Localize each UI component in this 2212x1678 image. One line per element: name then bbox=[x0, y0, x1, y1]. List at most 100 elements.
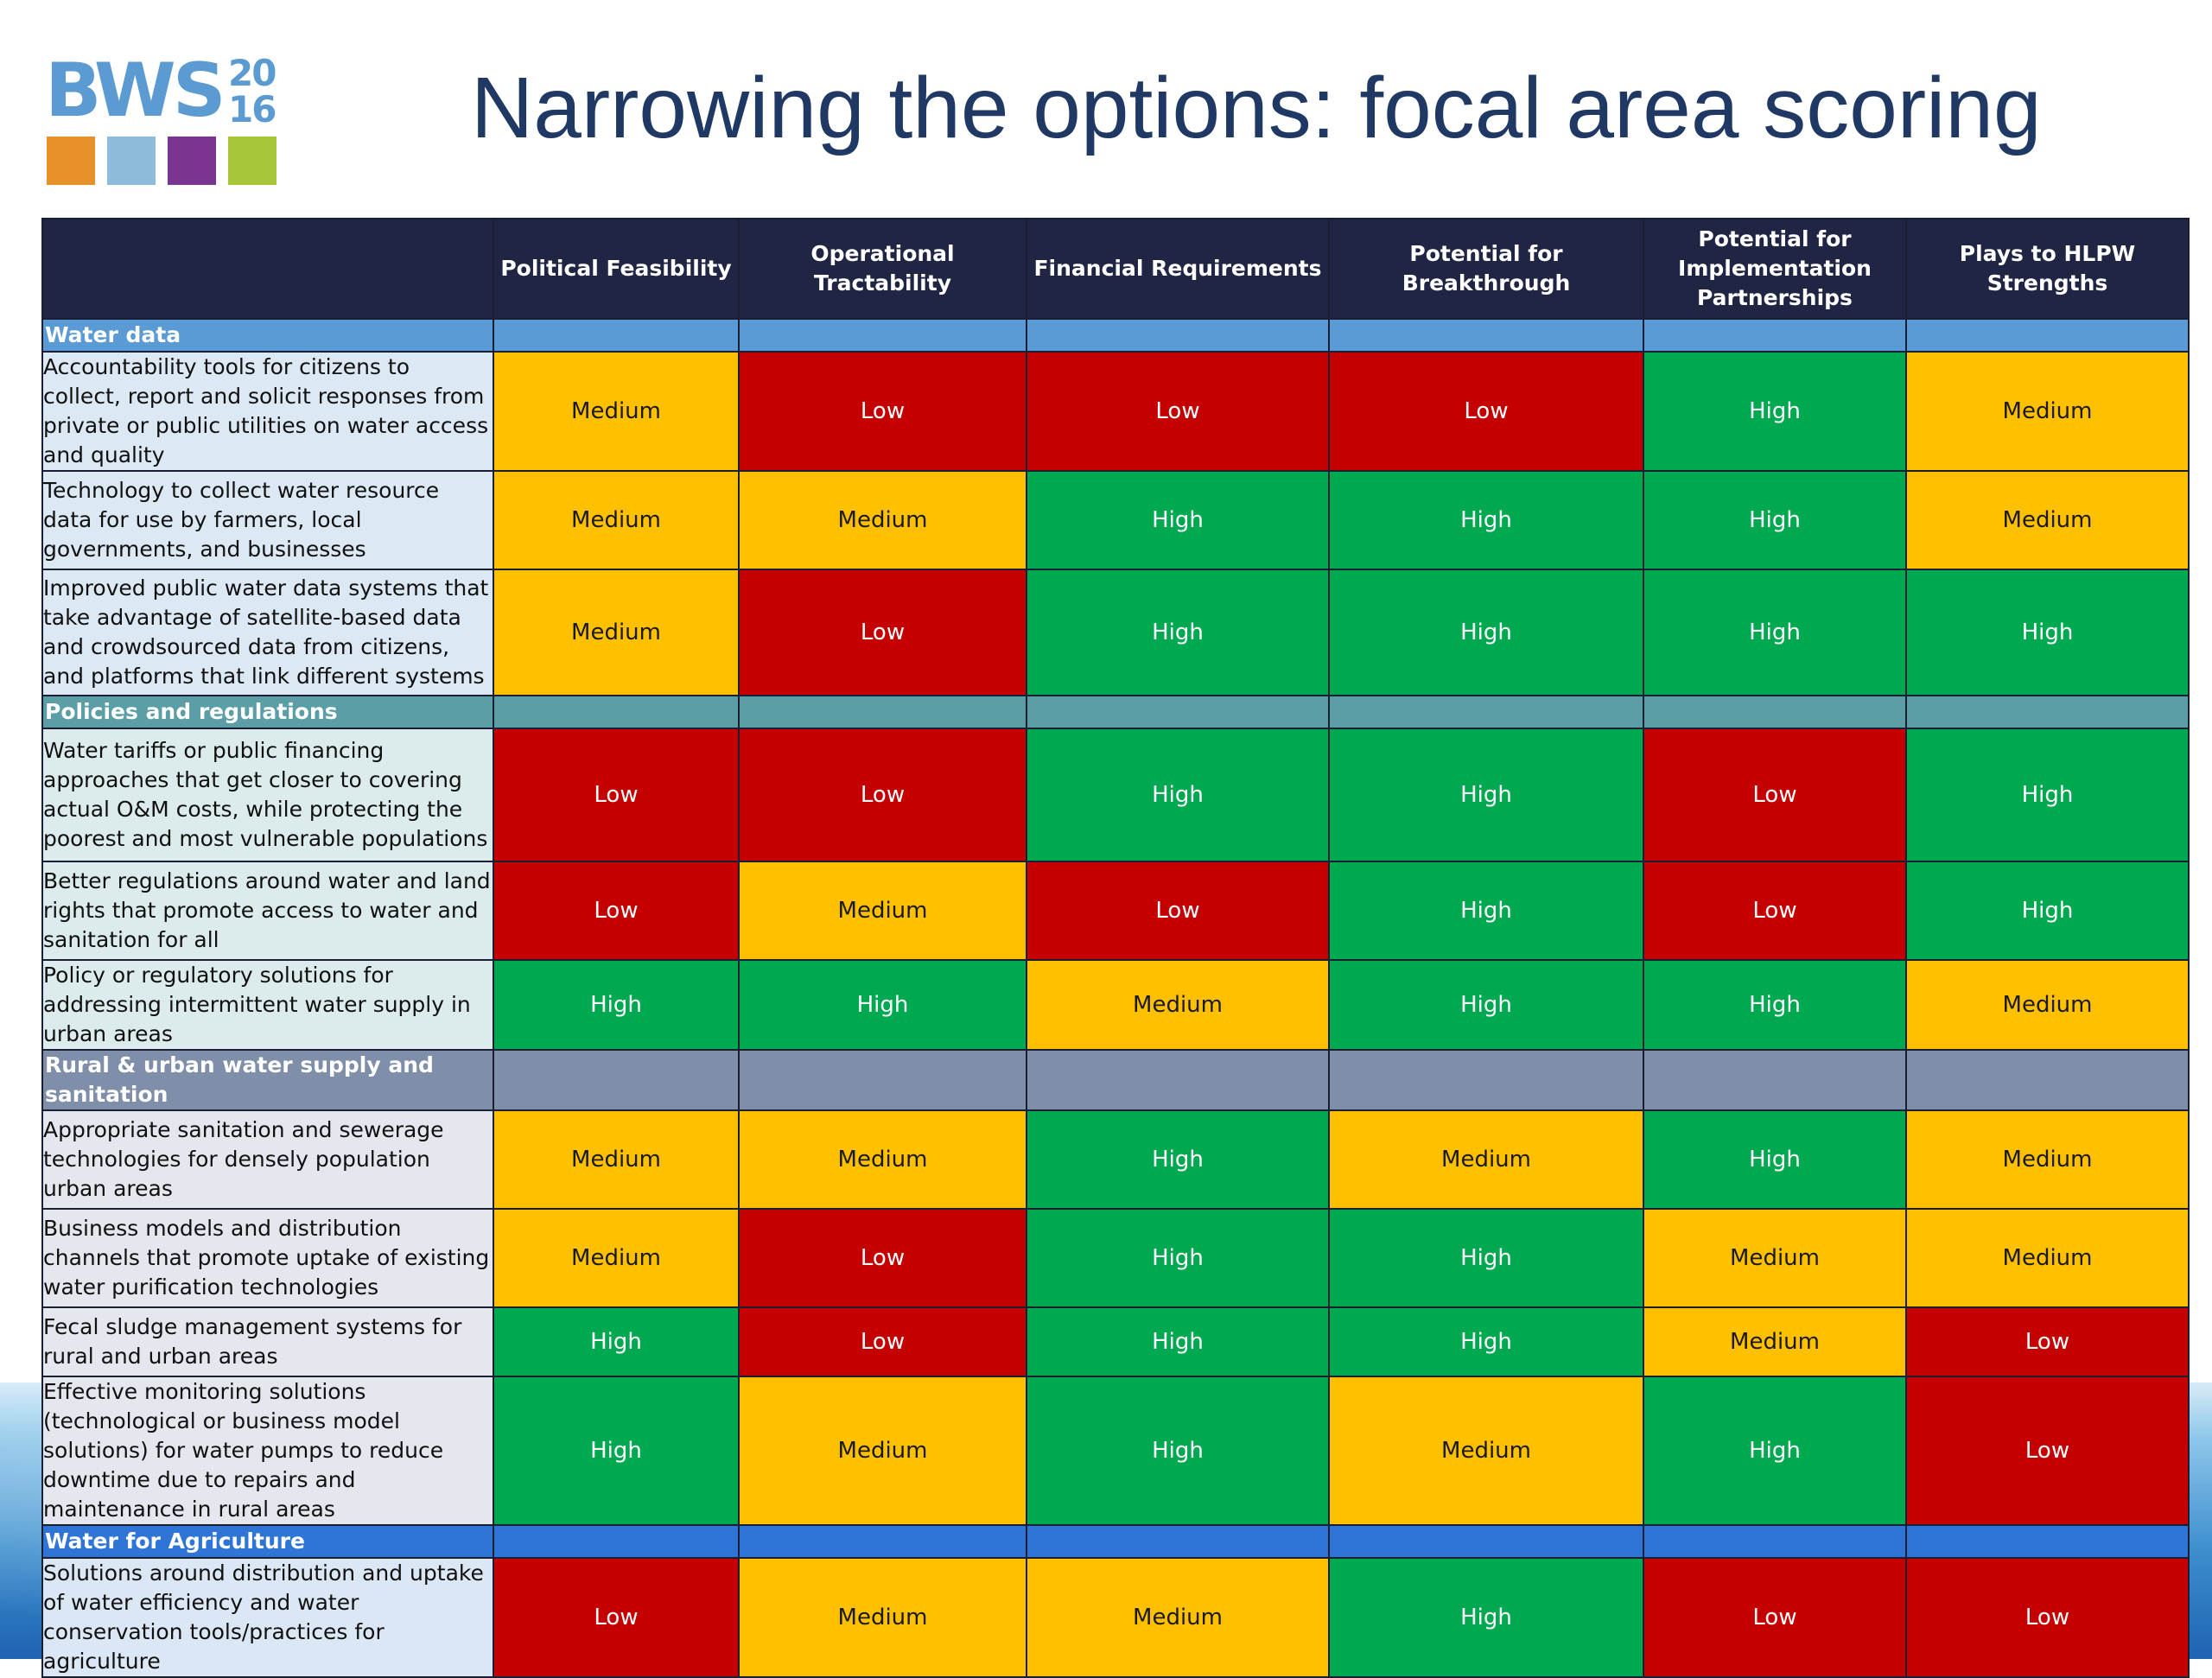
score-cell: Medium bbox=[738, 1109, 1027, 1210]
score-cell: Medium bbox=[1328, 1376, 1644, 1526]
section-row: Policies and regulations bbox=[41, 695, 2190, 729]
section-bar-cell bbox=[1026, 1524, 1330, 1559]
score-cell: High bbox=[1905, 569, 2190, 696]
score-cell: High bbox=[1026, 1208, 1330, 1308]
score-cell: High bbox=[1328, 470, 1644, 570]
row-label: Effective monitoring solutions (technolo… bbox=[41, 1376, 494, 1526]
table-row: Better regulations around water and land… bbox=[41, 861, 2190, 961]
score-cell: Medium bbox=[493, 569, 740, 696]
score-cell: Medium bbox=[738, 861, 1027, 961]
logo-year-bottom: 16 bbox=[228, 88, 276, 130]
score-cell: Low bbox=[1643, 1557, 1907, 1678]
section-bar-cell bbox=[738, 1524, 1027, 1559]
score-cell: Low bbox=[493, 1557, 740, 1678]
score-cell: Medium bbox=[1905, 959, 2190, 1051]
section-bar-cell bbox=[1026, 1049, 1330, 1111]
score-cell: Medium bbox=[1905, 351, 2190, 472]
section-bar-cell bbox=[738, 695, 1027, 729]
score-cell: High bbox=[738, 959, 1027, 1051]
logo-text: BWS bbox=[45, 48, 226, 134]
row-label: Policy or regulatory solutions for addre… bbox=[41, 959, 494, 1051]
score-cell: High bbox=[1026, 1376, 1330, 1526]
section-bar-cell bbox=[1643, 1524, 1907, 1559]
score-cell: Low bbox=[1905, 1376, 2190, 1526]
score-cell: High bbox=[1643, 351, 1907, 472]
score-cell: Low bbox=[1026, 861, 1330, 961]
score-cell: High bbox=[1328, 1557, 1644, 1678]
table-row: Policy or regulatory solutions for addre… bbox=[41, 959, 2190, 1051]
section-bar-cell bbox=[738, 318, 1027, 353]
score-cell: High bbox=[1026, 1306, 1330, 1377]
score-cell: High bbox=[1643, 1376, 1907, 1526]
score-cell: Low bbox=[1643, 861, 1907, 961]
column-header: Potential for Breakthrough bbox=[1328, 218, 1644, 320]
bws-logo: BWS 20 16 bbox=[45, 54, 304, 192]
section-bar-cell bbox=[1643, 1049, 1907, 1111]
score-cell: High bbox=[1328, 1208, 1644, 1308]
section-bar-cell bbox=[493, 1049, 740, 1111]
section-bar-cell bbox=[1026, 318, 1330, 353]
score-cell: High bbox=[1328, 861, 1644, 961]
row-label: Fecal sludge management systems for rura… bbox=[41, 1306, 494, 1377]
section-bar-cell bbox=[493, 1524, 740, 1559]
table-row: Technology to collect water resource dat… bbox=[41, 470, 2190, 570]
logo-square bbox=[228, 137, 276, 185]
logo-square bbox=[107, 137, 156, 185]
score-cell: High bbox=[493, 959, 740, 1051]
table-row: Business models and distribution channel… bbox=[41, 1208, 2190, 1308]
column-header: Plays to HLPW Strengths bbox=[1905, 218, 2190, 320]
section-bar-cell bbox=[1905, 1049, 2190, 1111]
logo-year: 20 16 bbox=[228, 52, 276, 130]
section-bar-cell bbox=[1905, 695, 2190, 729]
table-row: Water tariffs or public financing approa… bbox=[41, 728, 2190, 862]
score-cell: High bbox=[1026, 569, 1330, 696]
score-cell: Medium bbox=[493, 351, 740, 472]
score-cell: Medium bbox=[1026, 959, 1330, 1051]
score-cell: Low bbox=[1905, 1306, 2190, 1377]
score-cell: High bbox=[1643, 569, 1907, 696]
score-cell: High bbox=[1905, 728, 2190, 862]
section-bar-cell bbox=[738, 1049, 1027, 1111]
logo-square bbox=[168, 137, 216, 185]
column-header: Potential for Implementation Partnership… bbox=[1643, 218, 1907, 320]
score-cell: Medium bbox=[493, 1109, 740, 1210]
logo-year-top: 20 bbox=[228, 52, 276, 94]
focal-area-scoring-table: Political Feasibility Operational Tractab… bbox=[41, 218, 2190, 1678]
score-cell: Low bbox=[1905, 1557, 2190, 1678]
score-cell: Low bbox=[493, 861, 740, 961]
section-bar-cell bbox=[1328, 318, 1644, 353]
score-cell: Medium bbox=[1905, 1109, 2190, 1210]
row-label: Better regulations around water and land… bbox=[41, 861, 494, 961]
score-cell: Medium bbox=[1328, 1109, 1644, 1210]
row-label: Technology to collect water resource dat… bbox=[41, 470, 494, 570]
header-row: Political Feasibility Operational Tractab… bbox=[41, 218, 2190, 320]
score-cell: Medium bbox=[738, 1376, 1027, 1526]
section-bar-cell bbox=[1328, 1524, 1644, 1559]
table-row: Accountability tools for citizens to col… bbox=[41, 351, 2190, 472]
score-cell: High bbox=[1643, 470, 1907, 570]
section-bar-cell bbox=[1328, 695, 1644, 729]
header-corner bbox=[41, 218, 494, 320]
score-cell: High bbox=[1328, 569, 1644, 696]
slide-title: Narrowing the options: focal area scorin… bbox=[471, 60, 2042, 156]
score-cell: Low bbox=[738, 569, 1027, 696]
score-cell: High bbox=[493, 1306, 740, 1377]
score-cell: High bbox=[1643, 959, 1907, 1051]
section-bar-cell bbox=[1026, 695, 1330, 729]
score-cell: High bbox=[1643, 1109, 1907, 1210]
section-bar-cell bbox=[1643, 695, 1907, 729]
score-cell: Low bbox=[738, 1306, 1027, 1377]
score-cell: High bbox=[1026, 470, 1330, 570]
score-cell: Low bbox=[738, 1208, 1027, 1308]
section-title: Rural & urban water supply and sanitatio… bbox=[41, 1049, 494, 1111]
score-cell: High bbox=[1026, 728, 1330, 862]
section-row: Water for Agriculture bbox=[41, 1524, 2190, 1559]
score-cell: Medium bbox=[493, 470, 740, 570]
score-cell: Low bbox=[1328, 351, 1644, 472]
score-cell: High bbox=[493, 1376, 740, 1526]
score-cell: Low bbox=[493, 728, 740, 862]
score-cell: Medium bbox=[1905, 1208, 2190, 1308]
score-cell: High bbox=[1026, 1109, 1330, 1210]
table-row: Effective monitoring solutions (technolo… bbox=[41, 1376, 2190, 1526]
score-cell: High bbox=[1328, 728, 1644, 862]
